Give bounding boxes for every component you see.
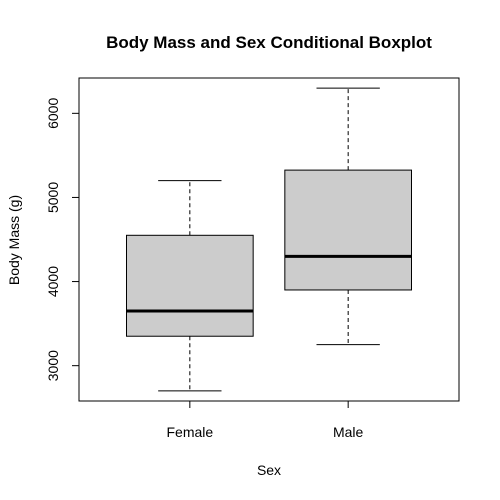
box-female xyxy=(126,234,254,337)
y-tick-label-4000: 4000 xyxy=(45,266,61,297)
y-tick-label-5000: 5000 xyxy=(45,182,61,213)
y-tick-label-3000: 3000 xyxy=(45,350,61,381)
box-male xyxy=(284,169,413,291)
x-tick-label-female: Female xyxy=(166,424,213,440)
y-tick-label-6000: 6000 xyxy=(45,98,61,129)
x-tick-label-male: Male xyxy=(333,424,364,440)
y-axis-label: Body Mass (g) xyxy=(6,195,22,285)
chart-title: Body Mass and Sex Conditional Boxplot xyxy=(106,33,432,52)
x-axis-label: Sex xyxy=(257,462,281,478)
plot-marks: 3000 4000 5000 6000 Female Male xyxy=(45,87,413,440)
